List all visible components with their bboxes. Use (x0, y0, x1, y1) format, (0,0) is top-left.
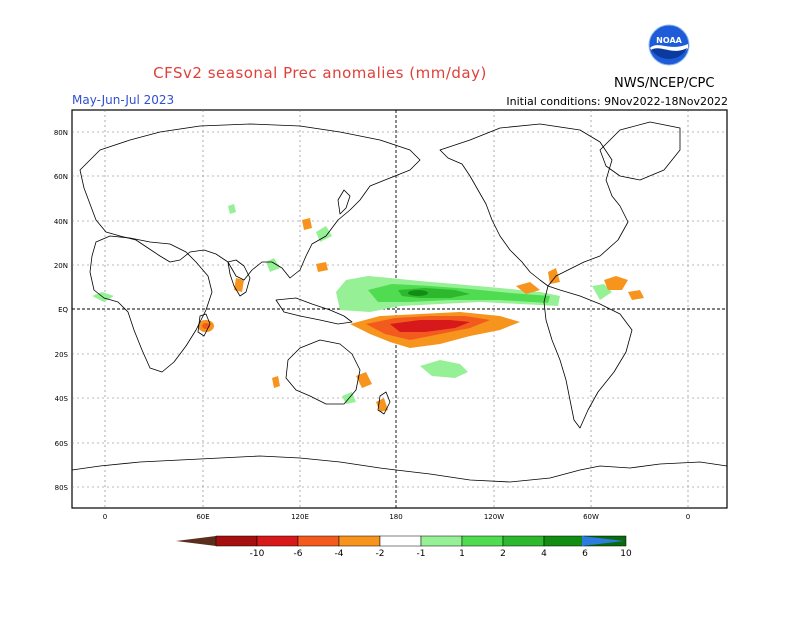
lon-label: 60E (196, 513, 209, 521)
dry-w-australia (272, 376, 280, 388)
lat-label: 20S (55, 351, 69, 359)
colorbar-cell (379, 535, 422, 547)
dry-s-pacific (356, 372, 372, 388)
reference-lines (72, 110, 727, 508)
coast-india (227, 259, 251, 297)
dry-w-africa (628, 290, 644, 300)
coast-south-america (543, 285, 633, 429)
chart-title: CFSv2 seasonal Prec anomalies (mm/day) (153, 64, 487, 82)
lat-label: 80S (55, 484, 69, 492)
dry-band-strong (390, 320, 470, 332)
colorbar-left-arrow (176, 536, 216, 546)
dry-indochina (302, 218, 312, 230)
initial-conditions-label: Initial conditions: 9Nov2022-18Nov2022 (506, 95, 728, 108)
colorbar-cells (215, 535, 627, 547)
coast-indonesia (275, 297, 353, 325)
lon-label: 0 (686, 513, 690, 521)
colorbar-cell (297, 535, 340, 547)
wet-south-pacific (420, 360, 468, 378)
dry-central-america (548, 268, 560, 284)
lat-label: 20N (54, 262, 68, 270)
colorbar-label: -4 (335, 549, 344, 559)
colorbar-label: -2 (376, 549, 385, 559)
wet-atlantic (592, 284, 612, 300)
coast-australia (285, 339, 361, 405)
coast-japan (337, 189, 351, 215)
lat-label: 80N (54, 129, 68, 137)
wet-core (408, 290, 428, 296)
noaa-logo: NOAA (648, 24, 690, 66)
colorbar-label: -1 (417, 549, 426, 559)
colorbar-label: 6 (582, 549, 588, 559)
colorbar: -10 -6 -4 -2 -1 1 2 4 6 10 (176, 535, 632, 559)
coast-eurasia (79, 123, 421, 281)
lat-label: 60S (55, 440, 69, 448)
colorbar-cell (338, 535, 381, 547)
wet-bay-of-bengal (266, 258, 280, 272)
colorbar-labels: -10 -6 -4 -2 -1 1 2 4 6 10 (250, 549, 632, 559)
wet-east-china (316, 226, 332, 242)
colorbar-cell (256, 535, 299, 547)
lon-label: 120W (484, 513, 504, 521)
colorbar-right-arrow (582, 536, 624, 546)
lon-label: 120E (291, 513, 309, 521)
lat-label: EQ (58, 306, 68, 314)
colorbar-cell (461, 535, 504, 547)
colorbar-cell (502, 535, 545, 547)
dry-caribbean (516, 282, 540, 294)
lat-label: 60N (54, 173, 68, 181)
coast-madagascar (197, 313, 211, 337)
colorbar-label: 4 (541, 549, 547, 559)
dry-n-atlantic (604, 276, 628, 290)
colorbar-cell (543, 535, 586, 547)
season-label: May-Jun-Jul 2023 (72, 93, 175, 107)
lat-label: 40S (55, 395, 69, 403)
colorbar-label: 2 (500, 549, 506, 559)
lat-label: 40N (54, 218, 68, 226)
coastlines (71, 121, 728, 483)
noaa-logo-text: NOAA (656, 36, 682, 45)
lon-label: 0 (103, 513, 107, 521)
colorbar-label: -10 (250, 549, 265, 559)
coast-antarctica (71, 455, 728, 483)
colorbar-label: -6 (294, 549, 303, 559)
anomaly-shading (92, 204, 644, 412)
colorbar-label: 10 (620, 549, 632, 559)
coast-greenland (599, 121, 681, 181)
dry-nw-pacific (316, 262, 328, 272)
lon-label: 180 (389, 513, 402, 521)
lon-axis-labels: 0 60E 120E 180 120W 60W 0 (103, 513, 690, 521)
coast-new-zealand (377, 391, 391, 415)
wet-india (228, 204, 236, 214)
colorbar-cell (215, 535, 258, 547)
colorbar-label: 1 (459, 549, 465, 559)
coast-north-america (439, 123, 629, 287)
agency-label: NWS/NCEP/CPC (614, 76, 715, 91)
colorbar-cell (420, 535, 463, 547)
coast-africa (89, 235, 213, 373)
lon-label: 60W (583, 513, 599, 521)
dry-arabia (234, 278, 244, 292)
lat-axis-labels: 80N 60N 40N 20N EQ 20S 40S 60S 80S (54, 129, 69, 492)
